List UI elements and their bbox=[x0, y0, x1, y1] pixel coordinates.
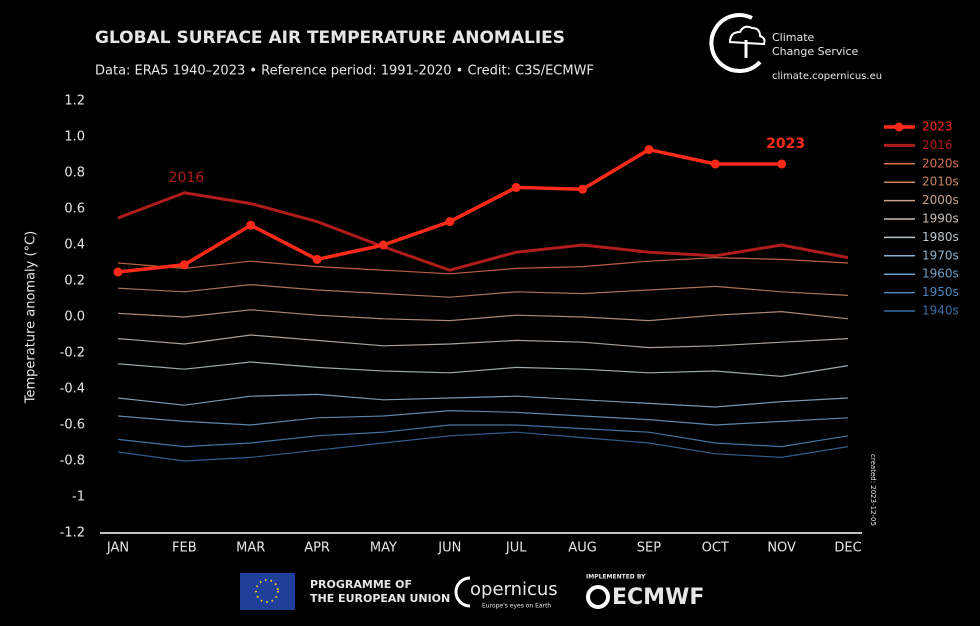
y-axis-label: Temperature anomaly (°C) bbox=[24, 231, 39, 404]
y-tick-label: -0.8 bbox=[60, 454, 85, 469]
legend-label: 1980s bbox=[922, 230, 959, 244]
series-line bbox=[117, 361, 849, 378]
copernicus-tagline: Europe's eyes on Earth bbox=[482, 603, 551, 610]
point bbox=[113, 267, 123, 277]
point bbox=[511, 182, 521, 192]
copernicus-text: opernicus bbox=[470, 579, 558, 600]
eu-stars bbox=[255, 579, 279, 603]
point bbox=[179, 260, 189, 270]
legend-label: 2000s bbox=[922, 193, 959, 207]
y-tick-label: 0.8 bbox=[64, 166, 85, 181]
x-tick-label: SEP bbox=[637, 541, 661, 556]
logo-ring bbox=[709, 13, 762, 73]
logo: Climate Change Service climate.copernicu… bbox=[709, 13, 882, 82]
legend-label: 1960s bbox=[922, 267, 959, 281]
series-line bbox=[117, 409, 849, 426]
point bbox=[246, 220, 256, 230]
legend-marker bbox=[894, 122, 904, 132]
x-tick-label: FEB bbox=[172, 541, 197, 556]
y-tick-label: -1.2 bbox=[60, 526, 85, 541]
series-line bbox=[117, 191, 849, 272]
legend-label: 1950s bbox=[922, 285, 959, 299]
legend-label: 2010s bbox=[922, 175, 959, 189]
logo-text: Climate bbox=[772, 31, 815, 44]
legend-label: 1990s bbox=[922, 212, 959, 226]
point bbox=[710, 159, 720, 169]
x-tick-label: JAN bbox=[106, 541, 129, 556]
point bbox=[445, 217, 455, 227]
x-tick-label: JUN bbox=[437, 541, 461, 556]
logo-url: climate.copernicus.eu bbox=[772, 71, 882, 82]
series-line bbox=[117, 256, 849, 275]
chart-subtitle: Data: ERA5 1940–2023 • Reference period:… bbox=[95, 64, 594, 79]
point bbox=[644, 145, 654, 155]
series-line bbox=[117, 393, 849, 408]
x-tick-label: APR bbox=[304, 541, 330, 556]
eu-flag bbox=[240, 573, 295, 610]
chart-title: GLOBAL SURFACE AIR TEMPERATURE ANOMALIES bbox=[95, 28, 565, 48]
series-line bbox=[117, 431, 849, 462]
series-line bbox=[117, 283, 849, 298]
x-tick-label: OCT bbox=[702, 541, 729, 556]
y-tick-label: 0.6 bbox=[64, 202, 85, 217]
x-tick-label: AUG bbox=[568, 541, 596, 556]
footer-text: THE EUROPEAN UNION bbox=[310, 592, 450, 605]
point bbox=[378, 240, 388, 250]
series-line bbox=[117, 334, 849, 349]
legend-label: 1940s bbox=[922, 304, 959, 318]
y-tick-label: 0.2 bbox=[64, 274, 85, 289]
logo-text: Change Service bbox=[772, 45, 858, 58]
legend-label: 2020s bbox=[922, 156, 959, 170]
y-tick-label: 0.4 bbox=[64, 238, 85, 253]
footer: PROGRAMME OF THE EUROPEAN UNION opernicu… bbox=[240, 573, 704, 610]
point bbox=[578, 184, 588, 194]
y-tick-label: 0.0 bbox=[64, 310, 85, 325]
y-tick-label: 1.2 bbox=[64, 94, 85, 109]
legend-label: 1970s bbox=[922, 248, 959, 262]
x-tick-label: DEC bbox=[834, 541, 861, 556]
x-tick-label: NOV bbox=[767, 541, 796, 556]
y-tick-label: 1.0 bbox=[64, 130, 85, 145]
annotation: 2023 bbox=[766, 136, 805, 152]
footer-text: PROGRAMME OF bbox=[310, 578, 412, 591]
legend-label: 2023 bbox=[922, 120, 953, 134]
series-line bbox=[117, 424, 849, 448]
legend-label: 2016 bbox=[922, 138, 953, 152]
annotation: 2016 bbox=[169, 170, 205, 186]
logo-cloud bbox=[728, 25, 766, 46]
series-line bbox=[117, 309, 849, 322]
point bbox=[777, 159, 787, 169]
x-tick-label: MAY bbox=[370, 541, 397, 556]
y-tick-label: -1 bbox=[72, 490, 85, 505]
created-note: created: 2023-12-05 bbox=[869, 454, 877, 526]
ecmwf-text: ECMWF bbox=[612, 585, 704, 610]
footer-text: IMPLEMENTED BY bbox=[586, 574, 646, 581]
y-tick-label: -0.2 bbox=[60, 346, 85, 361]
point bbox=[312, 254, 322, 264]
x-tick-label: MAR bbox=[236, 541, 265, 556]
x-tick-label: JUL bbox=[505, 541, 527, 556]
y-tick-label: -0.4 bbox=[60, 382, 85, 397]
ecmwf-mark bbox=[586, 585, 610, 609]
copernicus-c bbox=[454, 576, 471, 608]
y-tick-label: -0.6 bbox=[60, 418, 85, 433]
